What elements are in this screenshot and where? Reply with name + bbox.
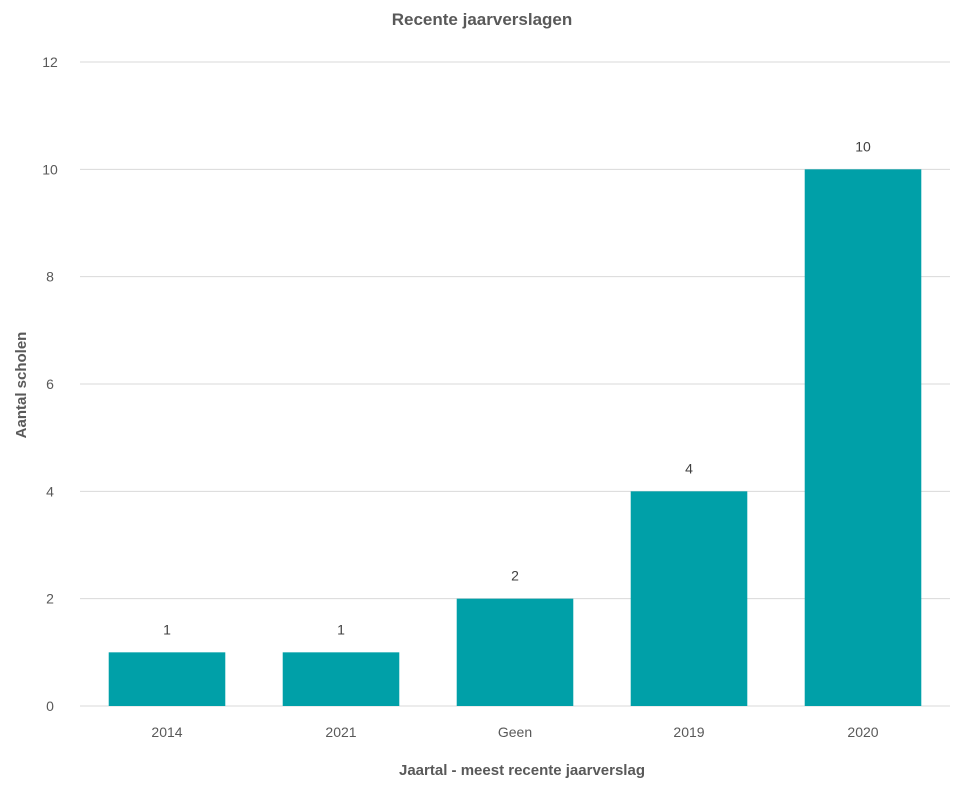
grid-lines xyxy=(80,61,950,707)
y-tick-label: 0 xyxy=(46,698,54,714)
y-axis-title: Aantal scholen xyxy=(13,332,30,439)
y-tick-label: 12 xyxy=(42,54,58,70)
bar-2021 xyxy=(282,652,400,706)
data-label: 1 xyxy=(337,621,345,637)
y-tick-label: 6 xyxy=(46,376,54,392)
x-axis-tick-labels: 2014 2021 Geen 2019 2020 xyxy=(151,724,878,740)
bar-2014 xyxy=(108,652,226,706)
bar-2020 xyxy=(804,169,922,707)
y-tick-label: 10 xyxy=(42,161,58,177)
bars xyxy=(108,169,922,707)
y-axis-tick-labels: 0 2 4 6 8 10 12 xyxy=(42,54,58,714)
data-label: 1 xyxy=(163,621,171,637)
x-tick-label: 2014 xyxy=(151,724,182,740)
x-axis-title: Jaartal - meest recente jaarverslag xyxy=(399,762,645,779)
y-tick-label: 4 xyxy=(46,483,54,499)
data-label: 2 xyxy=(511,568,519,584)
x-tick-label: 2021 xyxy=(325,724,356,740)
data-label: 4 xyxy=(685,460,693,476)
chart-title: Recente jaarverslagen xyxy=(392,10,573,29)
data-label: 10 xyxy=(855,138,871,154)
bar-2019 xyxy=(630,491,748,706)
bar-geen xyxy=(456,598,574,706)
x-tick-label: 2019 xyxy=(673,724,704,740)
y-tick-label: 2 xyxy=(46,591,54,607)
x-tick-label: 2020 xyxy=(847,724,878,740)
y-tick-label: 8 xyxy=(46,269,54,285)
data-labels: 1 1 2 4 10 xyxy=(163,138,871,637)
x-tick-label: Geen xyxy=(498,724,532,740)
